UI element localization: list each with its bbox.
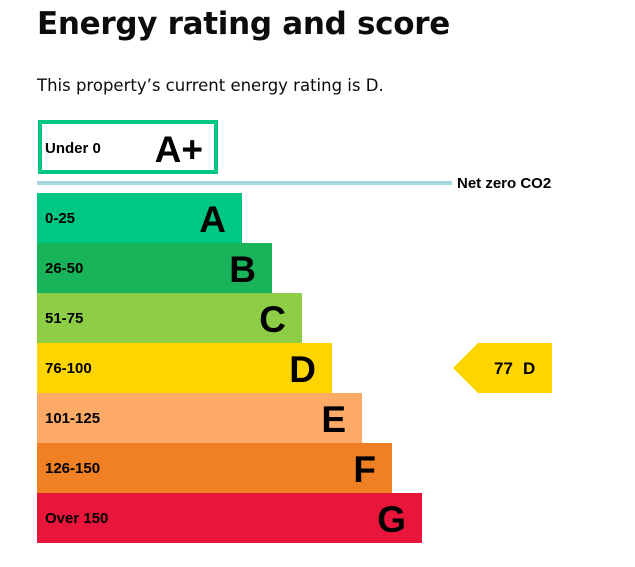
page-title: Energy rating and score <box>37 6 450 42</box>
rating-band-bar-b <box>37 243 272 293</box>
current-rating-marker: 77 D <box>453 343 552 393</box>
rating-band-range-e: 101-125 <box>45 410 100 427</box>
current-rating-intro: This property’s current energy rating is… <box>37 76 384 95</box>
rating-band-a: 0-25 A <box>37 193 242 243</box>
net-zero-band-range: Under 0 <box>45 140 101 157</box>
rating-band-letter-f: F <box>353 449 376 490</box>
rating-band-bar-f <box>37 443 392 493</box>
rating-band-bar-g <box>37 493 422 543</box>
rating-band-e: 101-125 E <box>37 393 362 443</box>
rating-bands: 0-25 A 26-50 B 51-75 C 76-100 D 101-125 E 126-150 F… <box>37 193 422 543</box>
rating-band-range-a: 0-25 <box>45 210 75 227</box>
rating-band-range-f: 126-150 <box>45 460 100 477</box>
net-zero-band-box <box>38 120 218 174</box>
rating-band-letter-e: E <box>321 399 346 440</box>
current-rating-letter: D <box>523 359 535 378</box>
rating-band-b: 26-50 B <box>37 243 272 293</box>
rating-band-letter-a: A <box>199 199 226 240</box>
net-zero-label: Net zero CO2 <box>457 175 551 192</box>
rating-band-letter-g: G <box>377 499 406 540</box>
rating-band-bar-a <box>37 193 242 243</box>
rating-band-bar-e <box>37 393 362 443</box>
current-rating-score: 77 <box>494 359 513 378</box>
rating-band-letter-c: C <box>259 299 286 340</box>
net-zero-band-letter: A+ <box>155 129 203 170</box>
rating-band-letter-b: B <box>229 249 256 290</box>
rating-band-bar-d <box>37 343 332 393</box>
rating-band-range-d: 76-100 <box>45 360 92 377</box>
rating-band-range-c: 51-75 <box>45 310 83 327</box>
rating-band-letter-d: D <box>289 349 316 390</box>
rating-band-c: 51-75 C <box>37 293 302 343</box>
rating-band-range-g: Over 150 <box>45 510 108 527</box>
rating-band-f: 126-150 F <box>37 443 392 493</box>
rating-band-g: Over 150 G <box>37 493 422 543</box>
rating-band-range-b: 26-50 <box>45 260 83 277</box>
rating-band-bar-c <box>37 293 302 343</box>
current-rating-arrow <box>453 343 552 393</box>
rating-band-d: 76-100 D <box>37 343 332 393</box>
